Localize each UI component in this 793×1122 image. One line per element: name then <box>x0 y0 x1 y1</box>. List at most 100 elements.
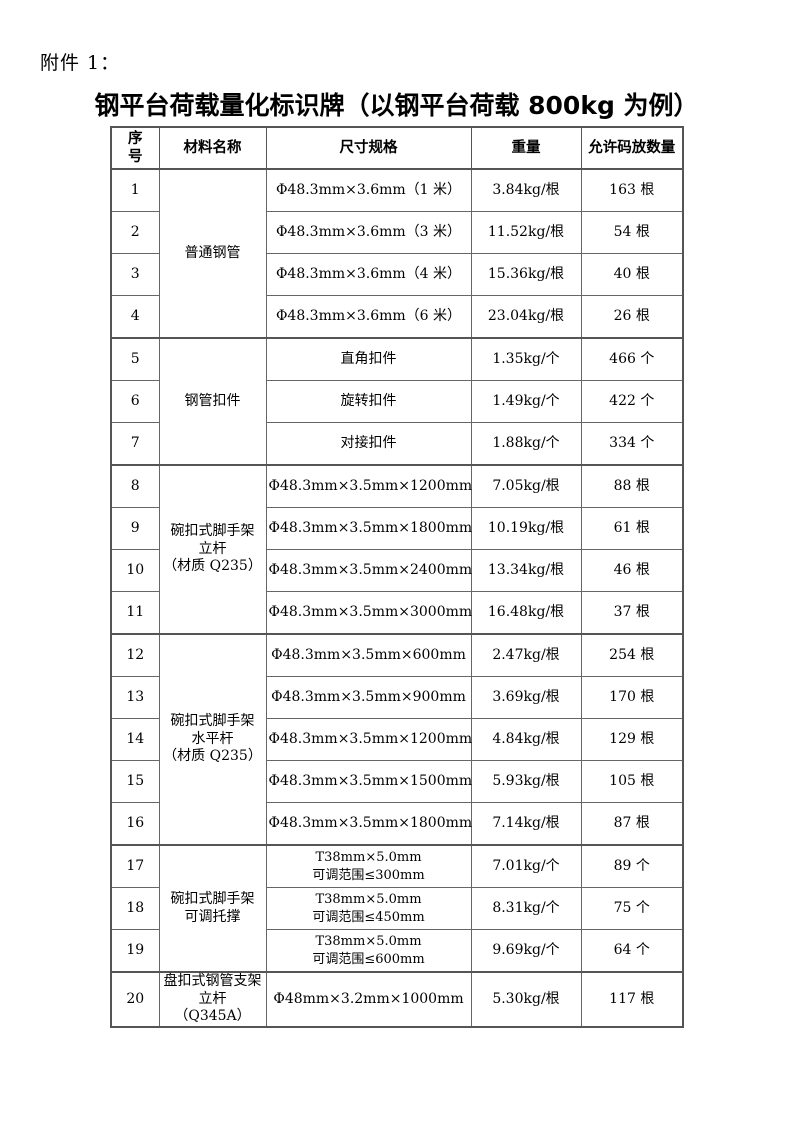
cell-specification: Φ48.3mm×3.5mm×1800mm <box>265 802 472 846</box>
cell-weight: 1.88kg/个 <box>470 422 582 466</box>
table-row: 9 Φ48.3mm×3.5mm×1800mm 10.19kg/根 61 根 <box>110 507 684 550</box>
table-row: 2 Φ48.3mm×3.6mm（3 米） 11.52kg/根 54 根 <box>110 211 684 254</box>
cell-specification: Φ48.3mm×3.5mm×1200mm <box>265 464 473 508</box>
specification-line: Φ48.3mm×3.6mm（3 米） <box>275 223 462 240</box>
material-name-line: 碗扣式脚手架 <box>170 713 255 730</box>
cell-row-number: 1 <box>110 168 160 212</box>
cell-material-name: 钢管扣件 <box>158 337 267 466</box>
material-name-line: 碗扣式脚手架 <box>170 523 255 540</box>
specification-line: T38mm×5.0mm <box>315 933 422 949</box>
specification-line: Φ48.3mm×3.5mm×2400mm <box>268 561 473 578</box>
cell-allowed-quantity: 87 根 <box>580 802 684 846</box>
specification-line: T38mm×5.0mm <box>315 891 422 907</box>
table-row: 13 Φ48.3mm×3.5mm×900mm 3.69kg/根 170 根 <box>110 676 684 719</box>
cell-row-number: 18 <box>110 887 160 930</box>
cell-allowed-quantity: 54 根 <box>580 211 684 254</box>
table-header-row: 序 号 材料名称 尺寸规格 重量 允许码放数量 <box>110 126 684 170</box>
specification-line: Φ48.3mm×3.5mm×1800mm <box>268 519 473 536</box>
cell-weight: 7.01kg/个 <box>470 844 582 888</box>
cell-specification: Φ48.3mm×3.6mm（6 米） <box>265 295 472 339</box>
material-name-line: （材质 Q235） <box>163 748 262 765</box>
specification-line: 旋转扣件 <box>340 392 397 409</box>
table-row: 17 碗扣式脚手架 可调托撑 T38mm×5.0mm 可调范围≤300mm 7.01kg/… <box>110 844 684 973</box>
cell-allowed-quantity: 163 根 <box>580 168 684 212</box>
cell-row-number: 7 <box>110 422 160 466</box>
cell-allowed-quantity: 129 根 <box>580 718 684 761</box>
cell-specification: T38mm×5.0mm 可调范围≤600mm <box>265 929 472 973</box>
material-name-line: 碗扣式脚手架 <box>170 891 255 907</box>
cell-specification: 直角扣件 <box>265 337 472 381</box>
column-header-no: 序 号 <box>110 126 160 170</box>
cell-material-name: 碗扣式脚手架 可调托撑 <box>158 844 267 973</box>
cell-allowed-quantity: 26 根 <box>580 295 684 339</box>
table-row: 10 Φ48.3mm×3.5mm×2400mm 13.34kg/根 46 根 <box>110 549 684 592</box>
specification-line: Φ48.3mm×3.5mm×900mm <box>271 688 466 705</box>
cell-row-number: 6 <box>110 380 160 423</box>
cell-allowed-quantity: 64 个 <box>580 929 684 973</box>
column-header-spec: 尺寸规格 <box>265 126 472 170</box>
cell-specification: T38mm×5.0mm 可调范围≤450mm <box>265 887 472 930</box>
spec-table-container: 序 号 材料名称 尺寸规格 重量 允许码放数量 1 普通钢管 Φ48.3mm×3.6… <box>110 126 684 1028</box>
column-header-quantity: 允许码放数量 <box>580 126 684 170</box>
cell-row-number: 4 <box>110 295 160 339</box>
cell-specification: Φ48.3mm×3.5mm×3000mm <box>265 591 472 635</box>
cell-weight: 13.34kg/根 <box>470 549 582 592</box>
cell-allowed-quantity: 254 根 <box>580 633 684 677</box>
column-header-no-line2: 号 <box>128 149 143 165</box>
material-name-line: 立杆 <box>198 540 227 557</box>
cell-weight: 7.05kg/根 <box>470 464 582 508</box>
table-row: 20 盘扣式钢管支架 立杆 （Q345A） Φ48mm×3.2mm×1000mm 5.30… <box>110 971 684 1027</box>
column-header-no-line1: 序 <box>128 130 143 147</box>
table-row: 3 Φ48.3mm×3.6mm（4 米） 15.36kg/根 40 根 <box>110 253 684 296</box>
table-row: 11 Φ48.3mm×3.5mm×3000mm 16.48kg/根 37 根 <box>110 591 684 635</box>
cell-row-number: 19 <box>110 929 160 973</box>
cell-row-number: 17 <box>110 844 160 888</box>
cell-allowed-quantity: 89 个 <box>580 844 684 888</box>
cell-specification: 对接扣件 <box>265 422 472 466</box>
cell-allowed-quantity: 422 个 <box>580 380 684 423</box>
material-name-line: （材质 Q235） <box>163 558 262 575</box>
cell-weight: 5.30kg/根 <box>470 971 582 1027</box>
specification-line: T38mm×5.0mm <box>315 849 422 865</box>
specification-line: Φ48.3mm×3.5mm×1200mm <box>268 730 473 747</box>
specification-line: Φ48.3mm×3.5mm×600mm <box>271 646 466 663</box>
cell-row-number: 14 <box>110 718 160 761</box>
cell-weight: 1.35kg/个 <box>470 337 582 381</box>
specification-line: 直角扣件 <box>340 350 397 367</box>
table-header: 序 号 材料名称 尺寸规格 重量 允许码放数量 <box>110 126 684 170</box>
page-title: 钢平台荷载量化标识牌（以钢平台荷载 800kg 为例） <box>94 91 699 120</box>
specification-line: 可调范围≤300mm <box>312 867 425 883</box>
cell-allowed-quantity: 88 根 <box>580 464 684 508</box>
cell-specification: Φ48.3mm×3.6mm（1 米） <box>265 168 472 212</box>
material-name-line: 水平杆 <box>191 730 234 747</box>
table-row: 19 T38mm×5.0mm 可调范围≤600mm 9.69kg/个 64 个 <box>110 929 684 973</box>
cell-material-name: 盘扣式钢管支架 立杆 （Q345A） <box>158 971 267 1027</box>
material-name-line: 盘扣式钢管支架 <box>163 973 262 989</box>
specification-line: Φ48mm×3.2mm×1000mm <box>273 990 464 1007</box>
specification-line: Φ48.3mm×3.6mm（6 米） <box>275 307 462 324</box>
cell-weight: 7.14kg/根 <box>470 802 582 846</box>
cell-row-number: 9 <box>110 507 160 550</box>
table-row: 18 T38mm×5.0mm 可调范围≤450mm 8.31kg/个 75 个 <box>110 887 684 930</box>
cell-weight: 23.04kg/根 <box>470 295 582 339</box>
cell-allowed-quantity: 334 个 <box>580 422 684 466</box>
specification-line: Φ48.3mm×3.5mm×1200mm <box>268 477 473 494</box>
cell-material-name: 碗扣式脚手架 立杆 （材质 Q235） <box>158 464 267 635</box>
specification-line: Φ48.3mm×3.5mm×1500mm <box>268 772 473 789</box>
cell-weight: 4.84kg/根 <box>470 718 582 761</box>
cell-allowed-quantity: 117 根 <box>580 971 684 1027</box>
cell-row-number: 13 <box>110 676 160 719</box>
cell-allowed-quantity: 40 根 <box>580 253 684 296</box>
cell-row-number: 16 <box>110 802 160 846</box>
table-row: 4 Φ48.3mm×3.6mm（6 米） 23.04kg/根 26 根 <box>110 295 684 339</box>
cell-allowed-quantity: 37 根 <box>580 591 684 635</box>
cell-specification: 旋转扣件 <box>265 380 472 423</box>
cell-specification: Φ48.3mm×3.5mm×1800mm <box>265 507 473 550</box>
cell-allowed-quantity: 75 个 <box>580 887 684 930</box>
table-row: 15 Φ48.3mm×3.5mm×1500mm 5.93kg/根 105 根 <box>110 760 684 803</box>
table-row: 1 普通钢管 Φ48.3mm×3.6mm（1 米） 3.84kg/根 163 根 <box>110 168 684 339</box>
cell-weight: 8.31kg/个 <box>470 887 582 930</box>
specification-line: Φ48.3mm×3.6mm（1 米） <box>275 181 462 198</box>
cell-specification: Φ48mm×3.2mm×1000mm <box>265 971 472 1027</box>
cell-specification: Φ48.3mm×3.5mm×1500mm <box>265 760 473 803</box>
